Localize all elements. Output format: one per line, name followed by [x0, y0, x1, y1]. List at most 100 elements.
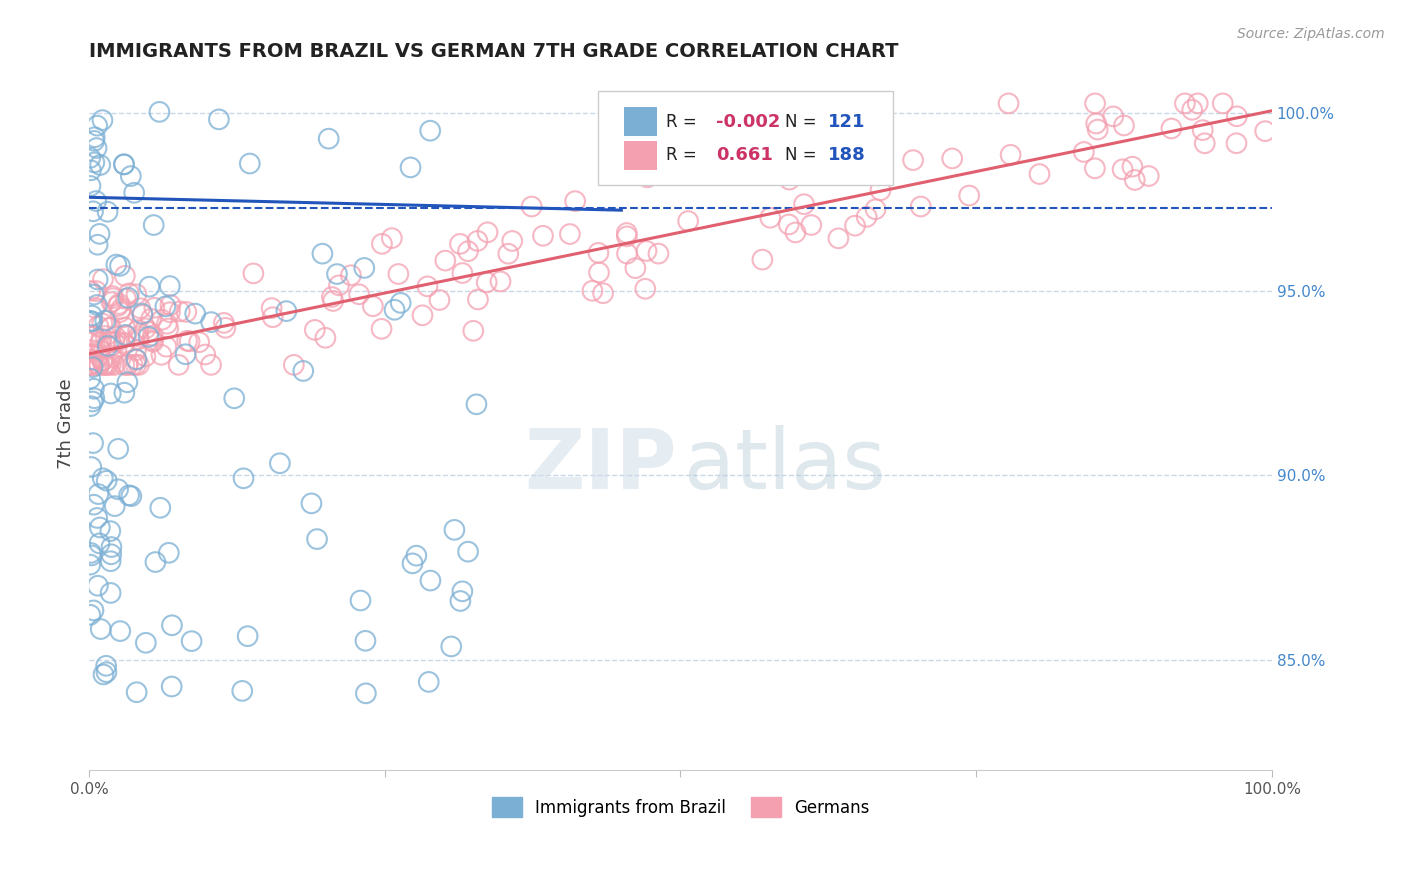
Point [910, 200, 932, 214]
Point [91, 353, 114, 368]
Point [131, 308, 153, 322]
Point [616, 226, 638, 240]
Point [451, 266, 474, 280]
Bar [624, 141, 657, 169]
Point [93, 667, 115, 681]
Point [467, 293, 489, 307]
Point [531, 228, 554, 243]
Point [83, 134, 105, 148]
Point [100, 554, 122, 568]
Point [80, 546, 103, 560]
Point [1160, 121, 1182, 136]
Point [224, 392, 246, 406]
Point [318, 131, 340, 145]
Point [122, 186, 145, 200]
Point [465, 397, 488, 411]
Point [564, 194, 586, 208]
Point [105, 334, 128, 349]
Point [89, 520, 111, 534]
Point [114, 327, 136, 342]
Point [103, 334, 125, 349]
Point [79, 151, 101, 165]
Point [759, 211, 782, 225]
Point [1123, 173, 1146, 187]
Point [142, 218, 165, 232]
Point [150, 312, 173, 326]
Point [371, 236, 394, 251]
Point [100, 320, 122, 334]
Point [93, 358, 115, 372]
Text: 188: 188 [828, 146, 866, 164]
Point [129, 301, 152, 316]
Point [79, 371, 101, 385]
Point [997, 96, 1019, 111]
Point [98, 320, 121, 334]
Point [86, 119, 108, 133]
Point [138, 330, 160, 344]
Point [174, 347, 197, 361]
Point [941, 152, 963, 166]
Point [412, 308, 434, 322]
Point [200, 315, 222, 329]
Point [155, 299, 177, 313]
Point [793, 197, 815, 211]
Point [401, 557, 423, 571]
Point [157, 546, 180, 560]
Point [159, 298, 181, 312]
Point [676, 214, 699, 228]
Point [82, 358, 104, 372]
Point [1181, 103, 1204, 117]
Point [80, 358, 103, 372]
Text: ZIP: ZIP [524, 425, 676, 506]
Point [135, 636, 157, 650]
Point [418, 674, 440, 689]
Point [451, 584, 474, 599]
Point [855, 210, 877, 224]
Point [93, 358, 115, 372]
Point [212, 316, 235, 330]
Point [443, 523, 465, 537]
Point [79, 329, 101, 343]
Point [149, 500, 172, 515]
Point [127, 323, 149, 337]
Point [104, 330, 127, 344]
Point [91, 113, 114, 128]
Text: 0.661: 0.661 [716, 146, 773, 164]
Point [901, 153, 924, 167]
Point [80, 343, 103, 358]
Point [1112, 119, 1135, 133]
Point [104, 499, 127, 513]
Point [449, 594, 471, 608]
Point [634, 282, 657, 296]
Point [145, 555, 167, 569]
Point [125, 358, 148, 372]
Point [121, 358, 143, 372]
Point [125, 343, 148, 358]
Point [86, 298, 108, 312]
Point [108, 305, 131, 319]
Point [118, 488, 141, 502]
Point [387, 267, 409, 281]
Point [86, 358, 108, 372]
Point [815, 143, 838, 157]
Point [117, 291, 139, 305]
Point [311, 246, 333, 260]
Point [79, 314, 101, 328]
Point [616, 229, 638, 244]
Point [98, 334, 121, 349]
Point [588, 246, 610, 260]
Point [301, 496, 323, 510]
Point [477, 225, 499, 239]
Point [79, 357, 101, 371]
Point [80, 358, 103, 372]
Point [125, 685, 148, 699]
Point [90, 622, 112, 636]
Point [112, 335, 135, 350]
Point [89, 343, 111, 358]
Point [188, 335, 211, 350]
Point [114, 320, 136, 334]
Point [361, 299, 384, 313]
Text: atlas: atlas [685, 425, 886, 506]
Point [90, 332, 112, 346]
Point [440, 640, 463, 654]
